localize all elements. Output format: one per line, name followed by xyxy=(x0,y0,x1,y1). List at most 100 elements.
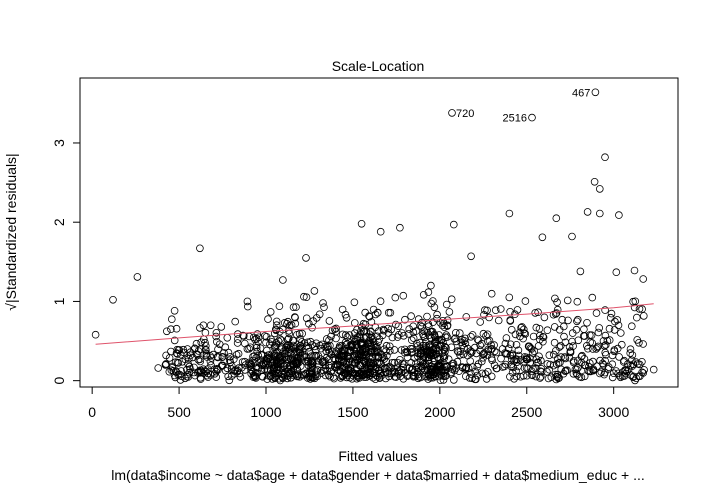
data-point xyxy=(640,366,648,374)
data-point xyxy=(638,357,646,366)
data-point xyxy=(404,330,413,338)
data-point xyxy=(196,244,204,253)
data-point xyxy=(413,368,422,376)
data-point xyxy=(552,360,561,368)
data-point xyxy=(196,357,205,366)
data-point xyxy=(630,303,639,312)
data-point xyxy=(429,318,437,327)
data-point xyxy=(461,372,470,381)
data-point xyxy=(560,332,568,341)
data-point xyxy=(424,370,433,379)
data-point xyxy=(576,267,585,276)
data-point xyxy=(177,367,186,375)
data-point xyxy=(440,345,448,354)
data-point xyxy=(272,321,281,330)
data-point xyxy=(332,324,340,333)
data-point xyxy=(373,348,382,357)
data-point xyxy=(212,373,221,381)
data-point xyxy=(601,368,609,377)
data-point xyxy=(441,333,450,342)
data-point xyxy=(452,364,460,372)
data-point xyxy=(109,295,117,304)
data-point xyxy=(225,376,234,385)
data-point xyxy=(325,317,334,325)
data-point xyxy=(220,357,229,366)
data-point xyxy=(325,363,334,372)
data-point xyxy=(170,306,179,315)
data-point xyxy=(223,333,232,342)
data-point xyxy=(252,341,261,350)
data-point xyxy=(449,220,458,229)
data-point xyxy=(473,362,482,371)
data-point xyxy=(632,358,640,366)
data-point xyxy=(302,314,311,323)
data-point xyxy=(91,330,100,339)
data-point xyxy=(429,297,437,305)
data-point xyxy=(302,254,310,262)
data-point xyxy=(254,337,262,346)
data-point xyxy=(254,333,263,342)
smooth-line xyxy=(95,303,654,345)
data-point xyxy=(568,232,576,241)
data-point xyxy=(433,310,441,319)
data-point xyxy=(569,342,577,350)
data-point xyxy=(512,340,521,349)
y-axis-label: √|Standardized residuals| xyxy=(3,153,19,310)
data-point xyxy=(167,366,176,375)
data-point xyxy=(284,355,293,364)
data-point xyxy=(338,305,347,314)
data-point xyxy=(345,357,353,366)
data-point xyxy=(511,330,520,339)
data-point xyxy=(545,351,554,360)
data-point xyxy=(550,323,559,331)
data-point xyxy=(605,336,614,344)
data-point xyxy=(348,368,357,377)
data-point xyxy=(549,350,558,359)
data-point xyxy=(293,357,302,366)
data-point xyxy=(539,337,547,346)
data-point xyxy=(563,296,572,305)
outlier-layer: 467 720 2516 xyxy=(448,87,600,125)
data-point xyxy=(348,341,356,350)
data-point xyxy=(175,346,184,354)
data-point xyxy=(416,338,424,347)
data-point xyxy=(423,312,431,321)
data-point xyxy=(514,362,522,371)
data-point xyxy=(426,350,435,359)
data-point xyxy=(634,360,642,368)
data-point xyxy=(626,345,635,354)
data-point xyxy=(184,373,193,381)
data-point xyxy=(453,347,462,355)
data-point xyxy=(306,375,315,383)
data-point xyxy=(610,346,619,354)
data-point xyxy=(381,364,389,373)
outlier-label: 720 xyxy=(456,108,474,120)
data-point xyxy=(231,317,240,326)
data-point xyxy=(170,336,179,345)
data-point xyxy=(595,185,604,193)
data-point xyxy=(413,370,422,379)
data-point xyxy=(512,372,521,381)
data-point xyxy=(234,335,242,343)
outlier-label: 2516 xyxy=(503,113,527,125)
data-point xyxy=(367,332,376,341)
data-point xyxy=(516,328,524,337)
points-layer xyxy=(91,153,658,385)
data-point xyxy=(551,370,560,379)
data-point xyxy=(494,316,503,325)
data-point xyxy=(639,340,647,348)
data-point xyxy=(620,372,629,380)
data-point xyxy=(353,325,361,334)
data-point xyxy=(174,359,183,367)
data-point xyxy=(283,343,292,352)
data-point xyxy=(601,348,609,357)
data-point xyxy=(359,319,368,328)
data-point xyxy=(279,347,288,356)
data-point xyxy=(543,360,552,368)
data-point xyxy=(649,365,658,374)
data-point xyxy=(327,332,335,341)
data-point xyxy=(520,353,529,361)
data-point xyxy=(384,324,392,333)
data-point xyxy=(589,357,597,366)
data-point xyxy=(532,323,541,332)
